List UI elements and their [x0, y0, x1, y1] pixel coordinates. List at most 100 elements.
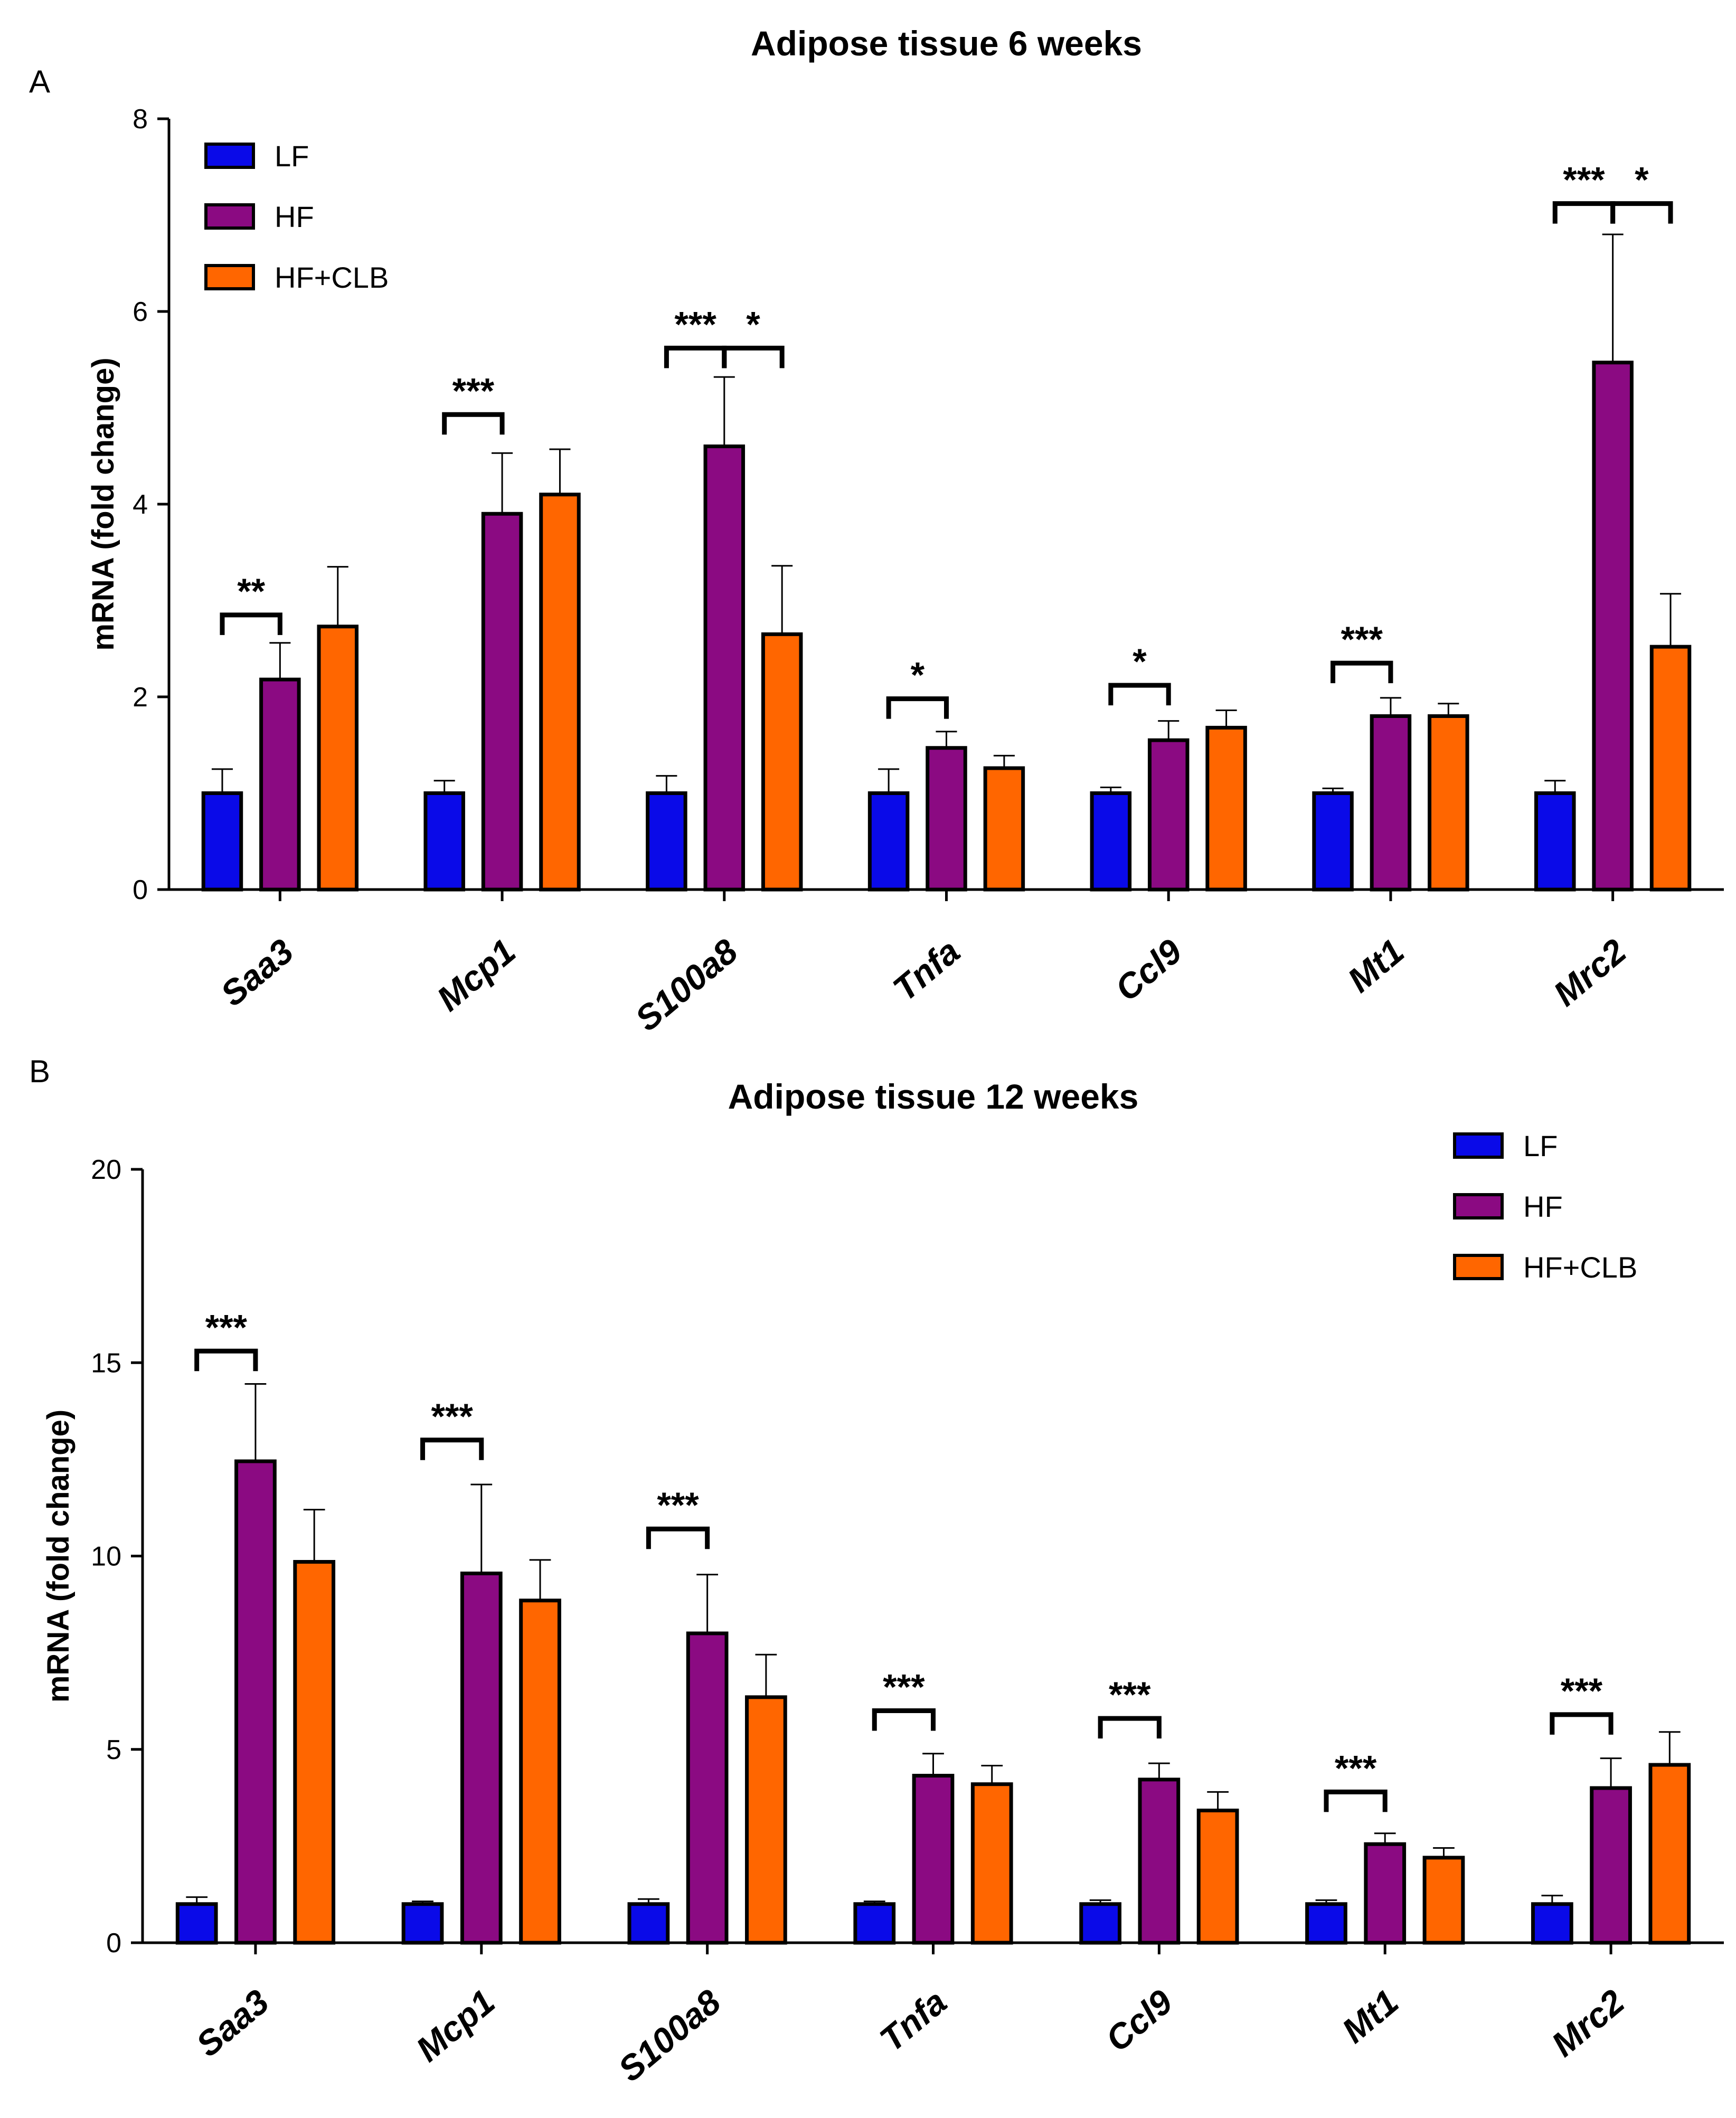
significance-label: * [1133, 641, 1147, 682]
bar-lf [1312, 791, 1354, 892]
bar-hf-clb [761, 632, 803, 892]
bar-hf [1138, 1777, 1181, 1945]
bar-hf-clb [539, 493, 581, 892]
y-tick-label: 15 [91, 1348, 121, 1378]
significance-bracket [420, 1438, 484, 1460]
legend-swatch [204, 264, 255, 290]
significance-bracket [664, 345, 727, 368]
x-tick-label: Tnfa [885, 931, 967, 1008]
legend-swatch [204, 203, 255, 230]
x-tick-label: S100a8 [628, 931, 745, 1038]
significance-label: *** [431, 1396, 473, 1436]
bar-lf [646, 791, 687, 892]
chart-panel-b: Adipose tissue 12 weeks mRNA (fold change… [41, 1077, 1724, 2089]
significance-label: *** [883, 1667, 925, 1707]
bar-lf [201, 791, 243, 892]
bar-hf [912, 1774, 955, 1945]
bar-hf [1364, 1842, 1407, 1945]
bar-hf-clb [1196, 1808, 1239, 1945]
bar-hf-clb [1422, 1856, 1465, 1945]
bar-hf [926, 746, 967, 892]
bar-lf [401, 1902, 444, 1945]
bar-hf [234, 1459, 277, 1945]
bar-hf [703, 445, 746, 892]
bar-lf [1534, 791, 1576, 892]
significance-bracket [1331, 660, 1393, 684]
x-tick-label: Ccl9 [1098, 1982, 1180, 2059]
significance-bracket [872, 1708, 936, 1731]
bar-hf [481, 512, 523, 892]
bar-hf [1592, 361, 1634, 892]
y-tick-label: 20 [91, 1155, 121, 1185]
bar-hf-clb [1649, 645, 1692, 892]
significance-label: ** [237, 571, 265, 611]
significance-bracket [1098, 1716, 1162, 1739]
bar-hf-clb [293, 1559, 336, 1945]
bar-lf [1531, 1902, 1573, 1945]
legend-label: HF [275, 200, 314, 233]
x-tick-label: S100a8 [611, 1982, 728, 2089]
significance-label: *** [1335, 1748, 1377, 1788]
bar-lf [627, 1902, 670, 1945]
y-axis-label: mRNA (fold change) [41, 1410, 76, 1703]
x-tick-label: Saa3 [213, 931, 301, 1014]
chart-title: Adipose tissue 6 weeks [751, 24, 1142, 63]
legend-swatch [204, 143, 255, 169]
bar-hf-clb [519, 1599, 561, 1945]
significance-bracket [1108, 683, 1171, 706]
legend-swatch [1453, 1193, 1504, 1219]
bar-lf [1090, 791, 1132, 892]
bar-lf [175, 1902, 218, 1945]
legend-swatch [1453, 1132, 1504, 1159]
significance-label: *** [1341, 619, 1383, 659]
y-tick-label: 2 [133, 682, 148, 713]
y-tick-label: 10 [91, 1542, 121, 1572]
significance-bracket [722, 345, 785, 368]
bar-hf [460, 1571, 503, 1945]
x-tick-label: Mt1 [1340, 931, 1411, 1000]
bar-hf-clb [970, 1782, 1013, 1945]
panel-a-label: A [29, 64, 50, 99]
bar-hf-clb [983, 766, 1025, 892]
significance-bracket [194, 1348, 258, 1372]
y-axis-label: mRNA (fold change) [86, 357, 120, 650]
bar-hf [259, 677, 301, 892]
significance-bracket [220, 612, 282, 635]
y-tick-label: 5 [106, 1735, 121, 1765]
bar-hf [1147, 738, 1190, 892]
y-tick-label: 0 [133, 875, 148, 905]
legend-label: HF+CLB [1523, 1251, 1637, 1284]
bar-lf [423, 791, 465, 892]
significance-label: *** [674, 304, 716, 344]
legend-label: HF+CLB [275, 261, 389, 294]
significance-label: * [911, 655, 925, 695]
legend-label: HF [1523, 1190, 1563, 1223]
y-tick-label: 4 [133, 489, 148, 520]
legend-swatch [1453, 1254, 1504, 1280]
chart-panel-a: Adipose tissue 6 weeks mRNA (fold change)… [86, 24, 1724, 1038]
significance-label: *** [657, 1485, 699, 1525]
significance-bracket [886, 696, 949, 719]
bar-hf [686, 1631, 729, 1945]
significance-label: *** [1563, 160, 1605, 200]
x-tick-label: Ccl9 [1108, 931, 1190, 1008]
x-tick-label: Mt1 [1335, 1982, 1406, 2050]
panel-b-label: B [29, 1054, 50, 1089]
significance-label: *** [452, 371, 495, 411]
legend-label: LF [275, 139, 309, 173]
bar-lf [1079, 1902, 1121, 1945]
bar-hf-clb [1648, 1763, 1691, 1945]
x-tick-label: Tnfa [872, 1982, 954, 2059]
y-tick-label: 8 [133, 104, 148, 135]
bar-hf [1370, 714, 1412, 892]
significance-bracket [1552, 201, 1616, 224]
y-tick-label: 6 [133, 297, 148, 327]
bar-lf [867, 791, 910, 892]
bar-lf [853, 1902, 896, 1945]
significance-label: * [1635, 160, 1649, 200]
x-tick-label: Mcp1 [409, 1982, 502, 2069]
significance-bracket [442, 412, 505, 435]
significance-label: *** [205, 1307, 248, 1347]
chart-title: Adipose tissue 12 weeks [728, 1077, 1139, 1116]
